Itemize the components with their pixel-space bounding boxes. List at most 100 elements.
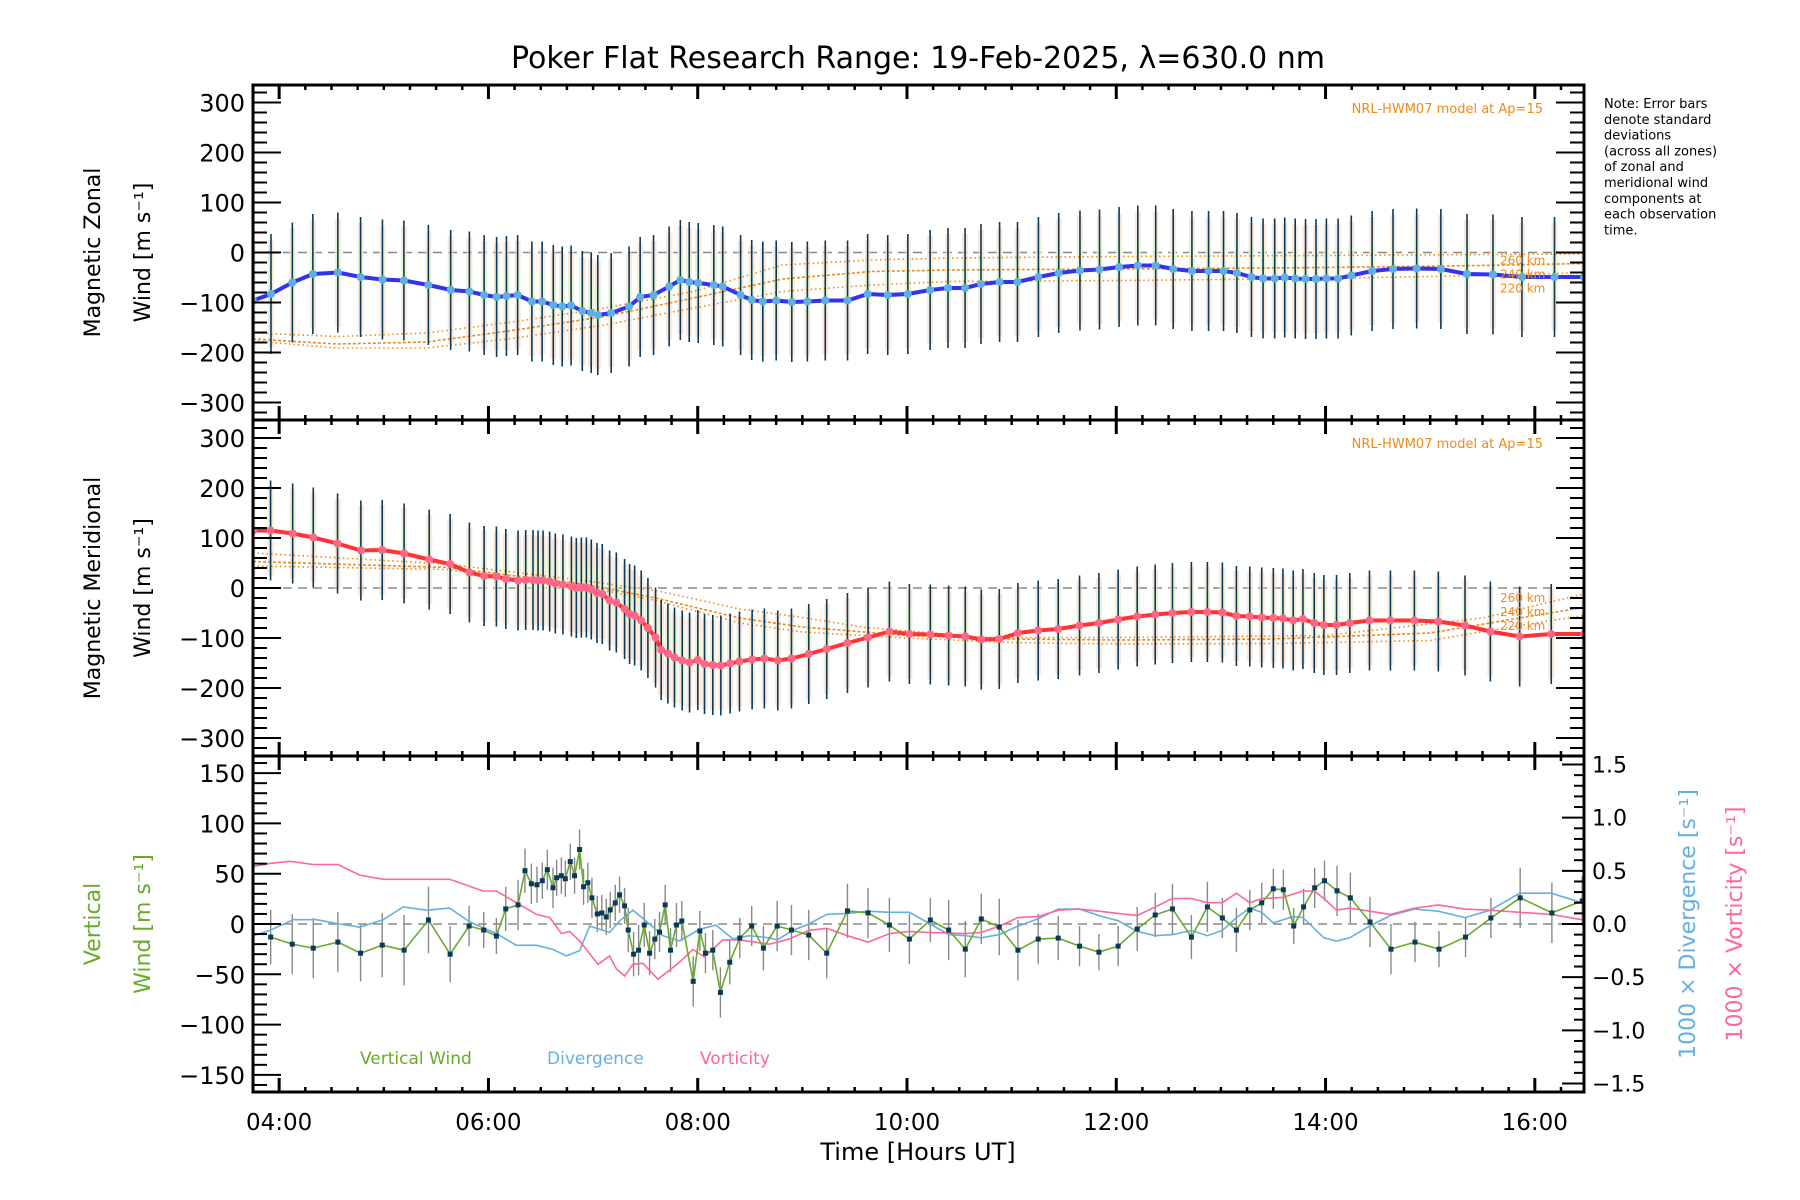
data-point: [670, 653, 679, 662]
data-point: [693, 656, 702, 664]
data-point: [822, 645, 831, 653]
vertical-wind-point: [268, 934, 274, 940]
data-point: [1368, 267, 1377, 275]
vertical-wind-point: [622, 903, 628, 909]
legend-vertical-wind: Vertical Wind: [360, 1049, 472, 1069]
model-alt-label: 220 km: [1500, 619, 1545, 633]
data-point: [1486, 627, 1495, 636]
data-point: [567, 301, 576, 310]
vertical-wind-point: [652, 936, 658, 942]
data-point: [605, 596, 614, 605]
data-point: [1133, 612, 1142, 621]
vorticity-axis-label: 1000 × Vorticity [s⁻¹]: [1723, 807, 1748, 1042]
vertical-wind-point: [1436, 946, 1442, 952]
data-point: [772, 296, 781, 305]
y-tick-label: 0: [230, 911, 245, 939]
y-tick-label: 200: [199, 140, 245, 168]
vertical-wind-point: [697, 928, 703, 934]
note-line: Note: Error bars: [1604, 97, 1708, 112]
vertical-wind-point: [1347, 895, 1353, 901]
vertical-wind-point: [1291, 923, 1297, 929]
data-point: [1245, 612, 1254, 621]
data-point: [718, 282, 727, 291]
y-axis-label: Magnetic Meridional: [81, 477, 106, 699]
vertical-wind-point: [631, 951, 637, 957]
x-axis-label: Time [Hours UT]: [819, 1138, 1015, 1166]
vertical-wind-point: [425, 917, 431, 923]
data-point: [977, 635, 986, 644]
vertical-wind-point: [865, 910, 871, 916]
vertical-wind-point: [1321, 878, 1327, 884]
vertical-wind-point: [528, 881, 534, 887]
data-point: [502, 292, 511, 300]
data-point: [620, 605, 629, 613]
model-alt-label: 260 km: [1500, 254, 1545, 268]
data-point: [803, 297, 812, 306]
vertical-wind-point: [1312, 885, 1318, 891]
data-point: [1095, 265, 1104, 274]
data-point: [1332, 621, 1341, 629]
data-point: [636, 293, 645, 301]
vertical-wind-point: [844, 908, 850, 914]
data-point: [1488, 270, 1497, 279]
data-point: [578, 307, 587, 315]
data-point: [787, 298, 796, 306]
data-point: [378, 275, 387, 284]
data-point: [1054, 625, 1063, 633]
vertical-wind-point: [636, 947, 642, 953]
data-point: [905, 630, 914, 638]
data-point: [903, 290, 912, 298]
right-tick-label: 1.5: [1592, 754, 1627, 779]
data-point: [1386, 616, 1395, 625]
vertical-wind-point: [886, 922, 892, 928]
data-point: [735, 657, 744, 666]
vertical-wind-point: [522, 868, 528, 874]
vertical-wind-point: [581, 884, 587, 890]
data-point: [1310, 619, 1319, 627]
data-point: [1461, 621, 1470, 630]
vertical-wind-point: [625, 927, 631, 933]
data-point: [1278, 614, 1287, 623]
y-tick-label: −100: [179, 625, 245, 653]
vertical-wind-point: [567, 859, 573, 865]
data-point: [1204, 267, 1213, 275]
vertical-wind-point: [1233, 927, 1239, 933]
legend-divergence: Divergence: [547, 1049, 644, 1069]
data-point: [716, 661, 725, 670]
y-tick-label: −200: [179, 675, 245, 703]
data-point: [748, 655, 757, 664]
data-point: [1219, 267, 1228, 275]
data-point: [694, 279, 703, 287]
data-point: [726, 659, 735, 668]
data-point: [1054, 269, 1063, 277]
data-point: [1389, 265, 1398, 273]
vertical-wind-point: [310, 945, 316, 951]
vertical-wind-point: [774, 923, 780, 929]
data-point: [883, 291, 892, 299]
data-point: [558, 302, 567, 311]
vertical-wind-point: [1115, 943, 1121, 949]
vertical-wind-point: [534, 882, 540, 888]
note-line: each observation: [1604, 208, 1716, 223]
vertical-wind-point: [1301, 904, 1307, 910]
vertical-wind-point: [702, 950, 708, 956]
vertical-wind-point: [1134, 926, 1140, 932]
vertical-wind-point: [978, 916, 984, 922]
y-tick-label: 50: [214, 861, 245, 889]
data-point: [1291, 274, 1300, 283]
x-tick-label: 06:00: [455, 1110, 521, 1136]
data-point: [1463, 270, 1472, 278]
data-point: [1312, 275, 1321, 283]
data-point: [1013, 629, 1022, 637]
data-point: [685, 658, 694, 667]
vertical-wind-point: [612, 900, 618, 906]
vertical-wind-point: [662, 902, 668, 908]
data-point: [643, 624, 652, 632]
vertical-wind-point: [996, 924, 1002, 930]
data-point: [1168, 609, 1177, 617]
data-point: [1515, 632, 1524, 641]
data-point: [309, 533, 318, 542]
data-point: [885, 627, 894, 636]
